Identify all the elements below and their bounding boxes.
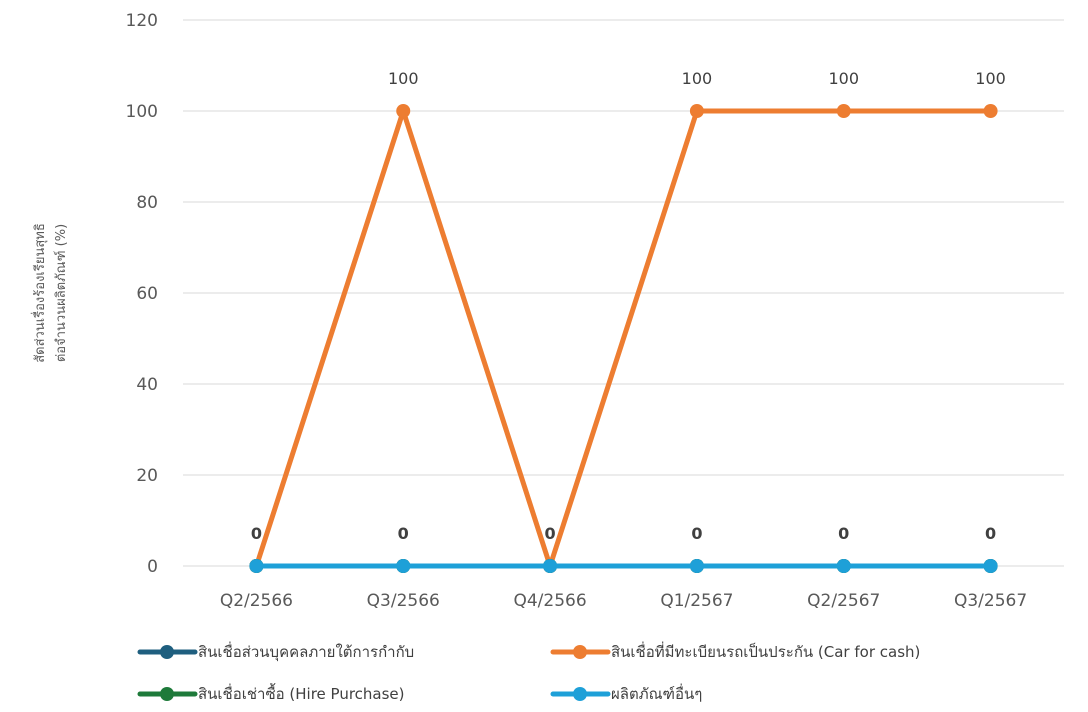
data-label: 100	[682, 69, 713, 88]
y-axis-label: สัดส่วนเรื่องร้องเรียนสุทธิ ต่อจำนวนผลิต…	[31, 223, 69, 363]
y-axis-label-line-2: ต่อจำนวนผลิตภัณฑ์ (%)	[53, 224, 69, 362]
y-tick-label: 60	[136, 284, 158, 304]
data-point	[689, 559, 704, 573]
data-point	[836, 559, 851, 573]
y-axis-label-line-1: สัดส่วนเรื่องร้องเรียนสุทธิ	[31, 223, 48, 363]
grid-lines	[183, 19, 1064, 567]
legend-swatch-marker	[160, 645, 174, 659]
legend-label: สินเชื่อเช่าซื้อ (Hire Purchase)	[198, 683, 405, 703]
x-tick-label: Q2/2566	[220, 591, 293, 611]
y-tick-label: 80	[136, 193, 158, 213]
data-label: 100	[975, 69, 1006, 88]
x-tick-label: Q3/2566	[367, 591, 440, 611]
legend-label: สินเชื่อที่มีทะเบียนรถเป็นประกัน (Car fo…	[611, 641, 920, 661]
data-label: 0	[545, 524, 556, 543]
y-tick-label: 120	[126, 11, 158, 31]
legend-item: สินเชื่อส่วนบุคคลภายใต้การกำกับ	[137, 641, 414, 662]
data-label: 100	[828, 69, 859, 88]
data-label: 100	[388, 69, 419, 88]
series-group	[249, 104, 998, 573]
legend-item: ผลิตภัณฑ์อื่นๆ	[550, 683, 702, 703]
data-labels: 0 0 0 0 0 0 100 100 100 100	[251, 69, 1006, 543]
x-tick-label: Q2/2567	[807, 591, 880, 611]
legend-label: สินเชื่อส่วนบุคคลภายใต้การกำกับ	[198, 641, 414, 662]
y-tick-label: 40	[136, 375, 158, 395]
legend-label: ผลิตภัณฑ์อื่นๆ	[611, 683, 702, 703]
x-tick-label: Q3/2567	[954, 591, 1027, 611]
data-point	[249, 559, 264, 573]
series-lines	[249, 104, 998, 573]
y-tick-label: 20	[136, 466, 158, 486]
data-point	[396, 104, 411, 118]
data-point	[396, 559, 411, 573]
data-label: 0	[251, 524, 262, 543]
series-line	[253, 108, 994, 569]
data-label: 0	[398, 524, 409, 543]
legend-item: สินเชื่อเช่าซื้อ (Hire Purchase)	[137, 683, 405, 703]
data-point	[836, 104, 851, 118]
x-tick-label: Q4/2566	[513, 591, 586, 611]
data-label: 0	[691, 524, 702, 543]
y-tick-label: 100	[126, 102, 158, 122]
legend: สินเชื่อส่วนบุคคลภายใต้การกำกับ สินเชื่อท…	[137, 641, 920, 703]
legend-item: สินเชื่อที่มีทะเบียนรถเป็นประกัน (Car fo…	[550, 641, 920, 661]
data-point	[689, 104, 704, 118]
legend-swatch-marker	[160, 687, 174, 701]
legend-swatch-marker	[573, 645, 587, 659]
y-tick-label: 0	[147, 557, 158, 577]
legend-swatch-marker	[573, 687, 587, 701]
data-point	[543, 559, 558, 573]
x-axis-ticks: Q2/2566 Q3/2566 Q4/2566 Q1/2567 Q2/2567 Q3/25…	[220, 591, 1027, 611]
data-point	[983, 559, 998, 573]
data-point	[983, 104, 998, 118]
x-tick-label: Q1/2567	[660, 591, 733, 611]
y-axis-ticks: 0 20 40 60 80 100 120	[126, 11, 158, 577]
data-label: 0	[838, 524, 849, 543]
series-group	[249, 559, 998, 573]
data-label: 0	[985, 524, 996, 543]
